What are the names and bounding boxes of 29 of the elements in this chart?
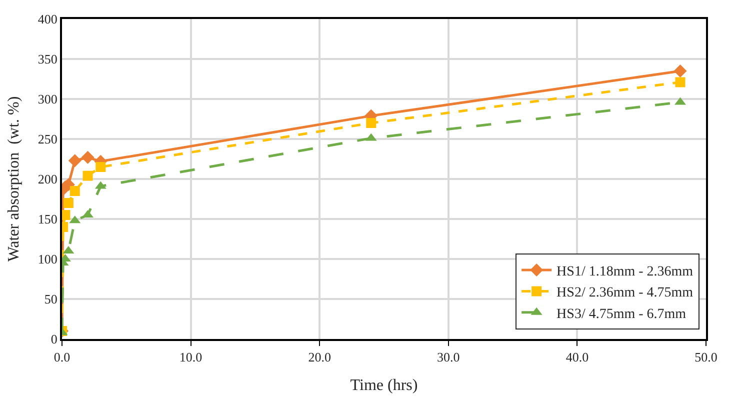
point	[81, 150, 94, 164]
point	[96, 162, 106, 172]
x-tick-label: 50.0	[694, 350, 718, 365]
legend-label: HS3/ 4.75mm - 6.7mm	[556, 306, 686, 322]
x-tick-label: 20.0	[308, 350, 331, 365]
point	[674, 64, 687, 78]
x-tick-label: 30.0	[437, 350, 460, 365]
y-tick-label: 250	[38, 132, 58, 147]
point	[70, 186, 80, 196]
point	[82, 170, 93, 181]
legend-label: HS1/ 1.18mm - 2.36mm	[556, 264, 694, 280]
y-tick-label: 300	[38, 92, 58, 107]
point	[68, 154, 82, 168]
point	[63, 198, 74, 208]
y-tick-label: 200	[38, 172, 58, 187]
x-tick-label: 10.0	[179, 350, 202, 365]
point	[366, 118, 376, 128]
x-axis-title: Time (hrs)	[350, 376, 418, 394]
x-tick-label: 40.0	[566, 350, 589, 365]
y-tick-label: 0	[50, 332, 58, 347]
y-tick-label: 100	[38, 252, 58, 267]
y-axis-title: Water absorption (wt. %)	[5, 96, 22, 262]
point	[675, 77, 686, 88]
y-tick-label: 50	[44, 292, 58, 307]
x-tick-label: 0.0	[54, 350, 70, 365]
y-tick-label: 350	[38, 52, 58, 67]
legend-label: HS2/ 2.36mm - 4.75mm	[556, 286, 694, 301]
y-tick-label: 400	[38, 12, 58, 27]
y-tick-label: 150	[38, 212, 58, 227]
